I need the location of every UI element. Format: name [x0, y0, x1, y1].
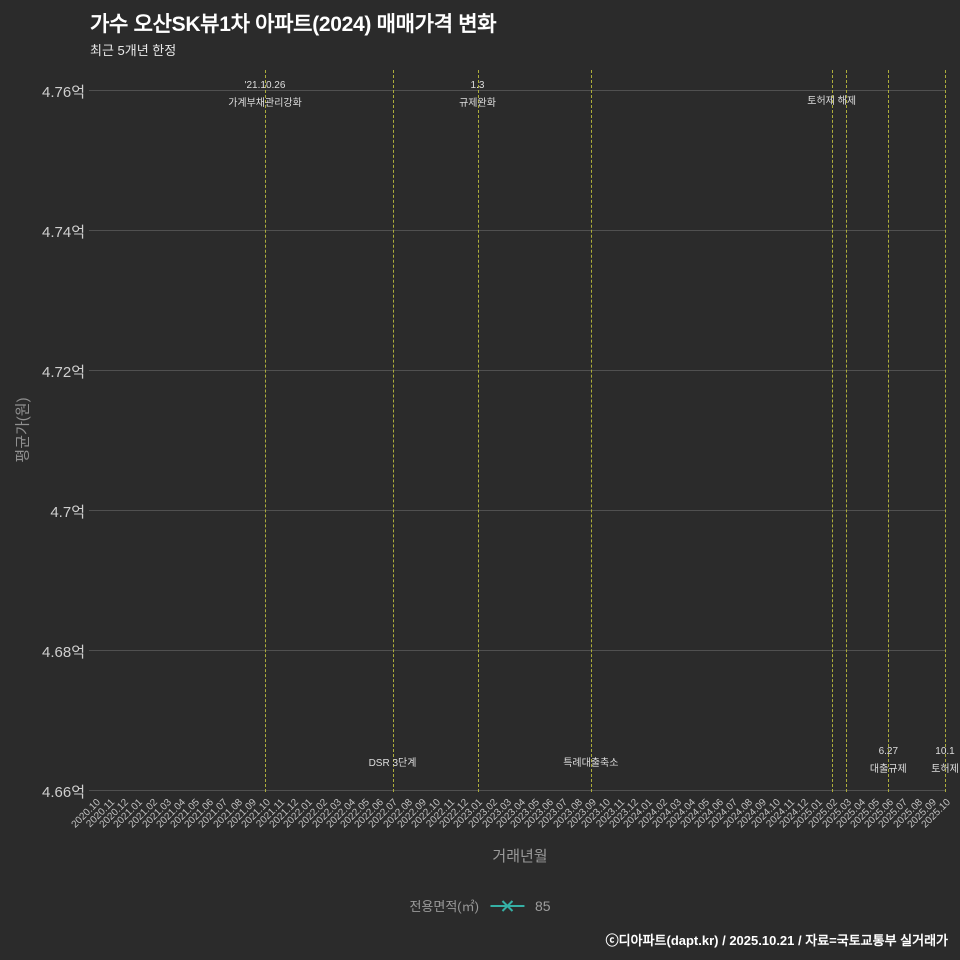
event-annotation-bottom: 대출규제	[869, 764, 907, 775]
legend: 전용면적(㎡) 85	[409, 896, 550, 915]
page-subtitle: 최근 5개년 한정	[90, 43, 177, 58]
y-tick-label: 4.74억	[42, 224, 85, 241]
footer-credit: ⓒ디아파트(dapt.kr) / 2025.10.21 / 자료=국토교통부 실…	[605, 933, 948, 948]
legend-title: 전용면적(㎡)	[409, 899, 479, 914]
event-annotation-top: 토허제 해제	[807, 96, 857, 107]
y-gridline	[89, 790, 945, 791]
event-line-2023.01	[477, 70, 479, 792]
event-annotation-top: 규제완화	[459, 98, 496, 109]
y-tick-label: 4.76억	[42, 84, 85, 101]
y-gridline	[89, 370, 945, 371]
event-line-2025.10	[945, 70, 946, 792]
event-line-2021.10	[265, 70, 266, 792]
y-gridline	[89, 510, 945, 511]
event-line-2023.09	[590, 70, 592, 792]
event-line-2025.02	[831, 70, 833, 792]
event-annotation-top: 가계부채관리강화	[228, 98, 302, 109]
y-gridline	[89, 90, 945, 91]
y-tick-label: 4.66억	[42, 784, 85, 801]
y-gridline	[89, 230, 945, 231]
event-annotation-bottom: 토허제	[931, 764, 959, 775]
event-annotation-bottom: DSR 3단계	[368, 758, 417, 769]
event-annotation-bottom: 10.1	[935, 746, 955, 757]
page-title: 가수 오산SK뷰1차 아파트(2024) 매매가격 변화	[90, 13, 497, 36]
y-tick-label: 4.68억	[42, 644, 85, 661]
legend-series-85[interactable]: 85	[534, 897, 551, 914]
event-annotation-bottom: 6.27	[878, 746, 899, 757]
y-gridline	[89, 650, 945, 651]
event-line-2025.06	[888, 70, 890, 792]
event-annotation-top: '21.10.26	[244, 80, 286, 91]
event-line-2022.07	[392, 70, 394, 792]
x-axis-title: 거래년월	[492, 848, 548, 865]
y-tick-label: 4.7억	[50, 504, 85, 521]
legend-line-marker-icon[interactable]	[489, 898, 525, 914]
y-tick-label: 4.72억	[42, 364, 85, 381]
event-annotation-bottom: 특례대출축소	[563, 758, 619, 769]
event-line-2025.03	[845, 70, 847, 792]
event-annotation-top: 1.3	[470, 80, 485, 91]
